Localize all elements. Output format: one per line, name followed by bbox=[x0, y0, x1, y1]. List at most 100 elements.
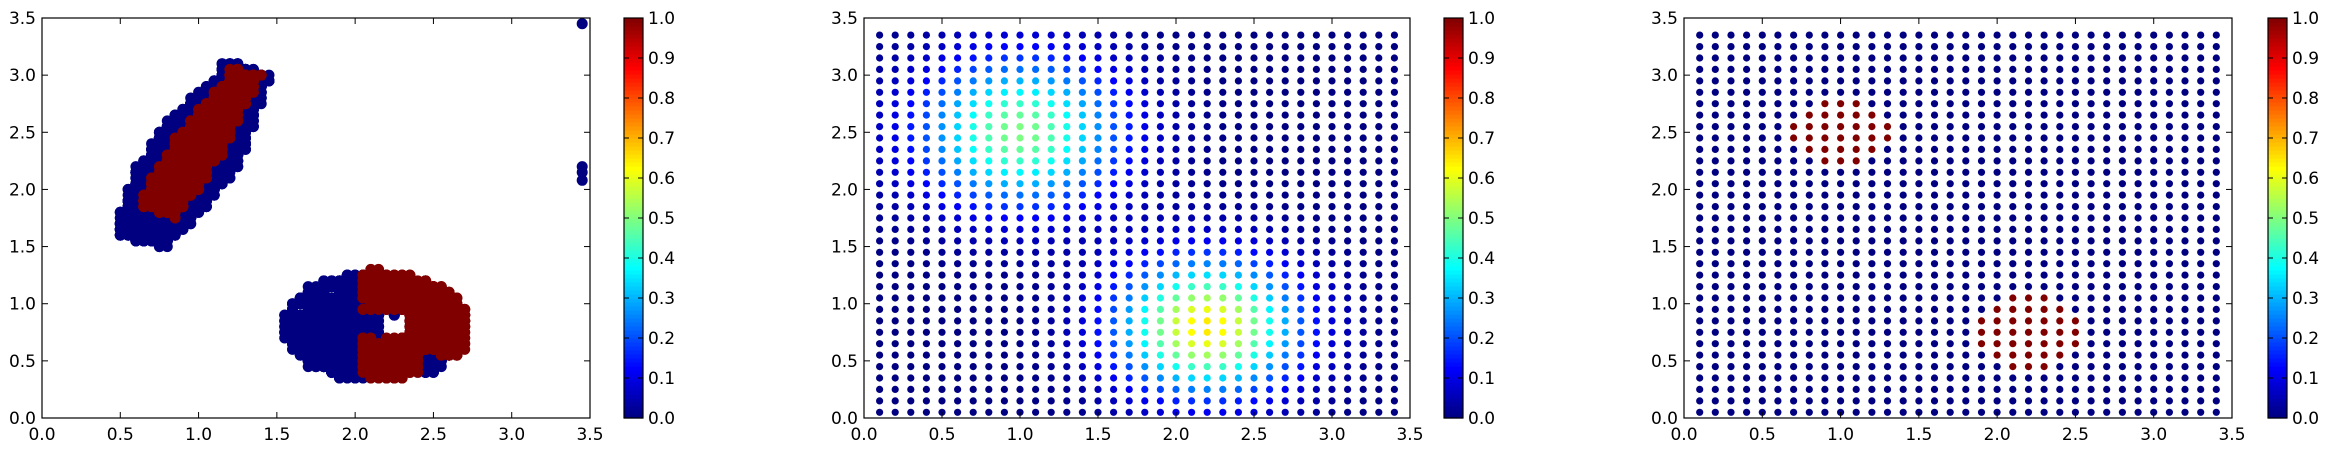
data-point bbox=[1094, 157, 1102, 165]
data-point bbox=[954, 397, 962, 405]
colorbar-segment bbox=[624, 406, 643, 411]
data-point bbox=[1032, 260, 1040, 268]
data-point bbox=[146, 183, 158, 195]
data-point bbox=[1000, 237, 1009, 245]
data-point bbox=[938, 180, 946, 188]
data-point bbox=[1032, 111, 1040, 119]
data-point bbox=[1110, 77, 1118, 85]
data-point bbox=[1063, 168, 1071, 176]
colorbar-segment bbox=[624, 274, 643, 279]
data-point bbox=[1047, 134, 1055, 142]
data-point bbox=[1016, 43, 1024, 51]
data-point bbox=[985, 157, 993, 165]
data-point bbox=[1047, 43, 1055, 51]
data-point bbox=[1063, 271, 1071, 279]
data-point bbox=[1000, 145, 1009, 153]
data-point bbox=[954, 408, 962, 416]
data-point bbox=[938, 260, 946, 268]
data-point bbox=[938, 328, 946, 336]
data-point bbox=[216, 178, 228, 190]
data-point bbox=[1110, 237, 1118, 245]
data-point bbox=[1110, 191, 1118, 199]
data-point bbox=[1063, 77, 1071, 85]
data-point bbox=[938, 203, 946, 211]
data-point bbox=[985, 397, 993, 405]
data-point bbox=[954, 317, 962, 325]
data-point bbox=[1032, 397, 1040, 405]
colorbar-segment bbox=[624, 210, 643, 215]
data-point bbox=[263, 75, 275, 87]
data-point bbox=[1094, 397, 1102, 405]
data-point bbox=[193, 115, 205, 127]
data-point bbox=[954, 123, 962, 131]
colorbar-segment bbox=[624, 62, 643, 67]
data-point bbox=[907, 248, 915, 256]
colorbar-segment bbox=[624, 258, 643, 263]
data-point bbox=[938, 123, 946, 131]
data-point bbox=[1094, 100, 1102, 108]
data-point bbox=[1047, 237, 1055, 245]
data-point bbox=[969, 43, 977, 51]
data-point bbox=[922, 237, 931, 245]
data-point bbox=[938, 363, 946, 371]
data-point bbox=[576, 18, 588, 30]
data-point bbox=[1078, 260, 1086, 268]
data-point bbox=[907, 328, 915, 336]
data-point bbox=[1078, 385, 1086, 393]
data-point bbox=[1016, 123, 1024, 131]
data-point bbox=[907, 31, 915, 39]
data-point bbox=[1000, 134, 1009, 142]
data-point bbox=[1094, 134, 1102, 142]
data-point bbox=[1032, 237, 1040, 245]
data-point bbox=[938, 100, 946, 108]
data-point bbox=[1047, 31, 1055, 39]
colorbar-segment bbox=[624, 78, 643, 83]
data-point bbox=[1094, 294, 1102, 302]
data-points bbox=[114, 18, 588, 384]
data-point bbox=[1094, 271, 1102, 279]
data-point bbox=[876, 271, 884, 279]
colorbar-segment bbox=[624, 206, 643, 211]
data-point bbox=[1032, 65, 1040, 73]
data-point bbox=[1110, 374, 1118, 382]
data-point bbox=[922, 134, 931, 142]
data-point bbox=[420, 343, 432, 355]
data-point bbox=[153, 241, 165, 253]
data-point bbox=[1016, 374, 1024, 382]
data-point bbox=[130, 178, 142, 190]
data-point bbox=[1063, 180, 1071, 188]
data-point bbox=[922, 305, 931, 313]
data-point bbox=[1094, 54, 1102, 62]
data-point bbox=[404, 349, 416, 361]
data-point bbox=[1016, 157, 1024, 165]
data-point bbox=[1063, 225, 1071, 233]
data-point bbox=[938, 340, 946, 348]
data-point bbox=[1078, 305, 1086, 313]
data-point bbox=[1110, 271, 1118, 279]
data-point bbox=[954, 248, 962, 256]
data-point bbox=[1032, 88, 1040, 96]
data-point bbox=[1047, 248, 1055, 256]
data-point bbox=[1032, 180, 1040, 188]
data-point bbox=[169, 172, 181, 184]
data-point bbox=[1047, 168, 1055, 176]
data-point bbox=[1032, 271, 1040, 279]
colorbar-tick-label: 0.8 bbox=[648, 89, 675, 109]
colorbar-tick-label: 0.5 bbox=[648, 209, 675, 229]
data-point bbox=[1032, 214, 1040, 222]
data-point bbox=[907, 134, 915, 142]
data-point bbox=[1110, 283, 1118, 291]
data-point bbox=[876, 225, 884, 233]
data-point bbox=[1063, 54, 1071, 62]
data-point bbox=[1110, 351, 1118, 359]
data-point bbox=[349, 321, 361, 333]
data-point bbox=[169, 223, 181, 235]
colorbar-segment bbox=[624, 46, 643, 51]
colorbar-segment bbox=[624, 410, 643, 415]
data-point bbox=[216, 92, 228, 104]
data-point bbox=[1000, 88, 1009, 96]
data-point bbox=[954, 271, 962, 279]
data-point bbox=[318, 355, 330, 367]
data-point bbox=[1016, 260, 1024, 268]
colorbar-tick-label: 0.1 bbox=[648, 369, 675, 389]
